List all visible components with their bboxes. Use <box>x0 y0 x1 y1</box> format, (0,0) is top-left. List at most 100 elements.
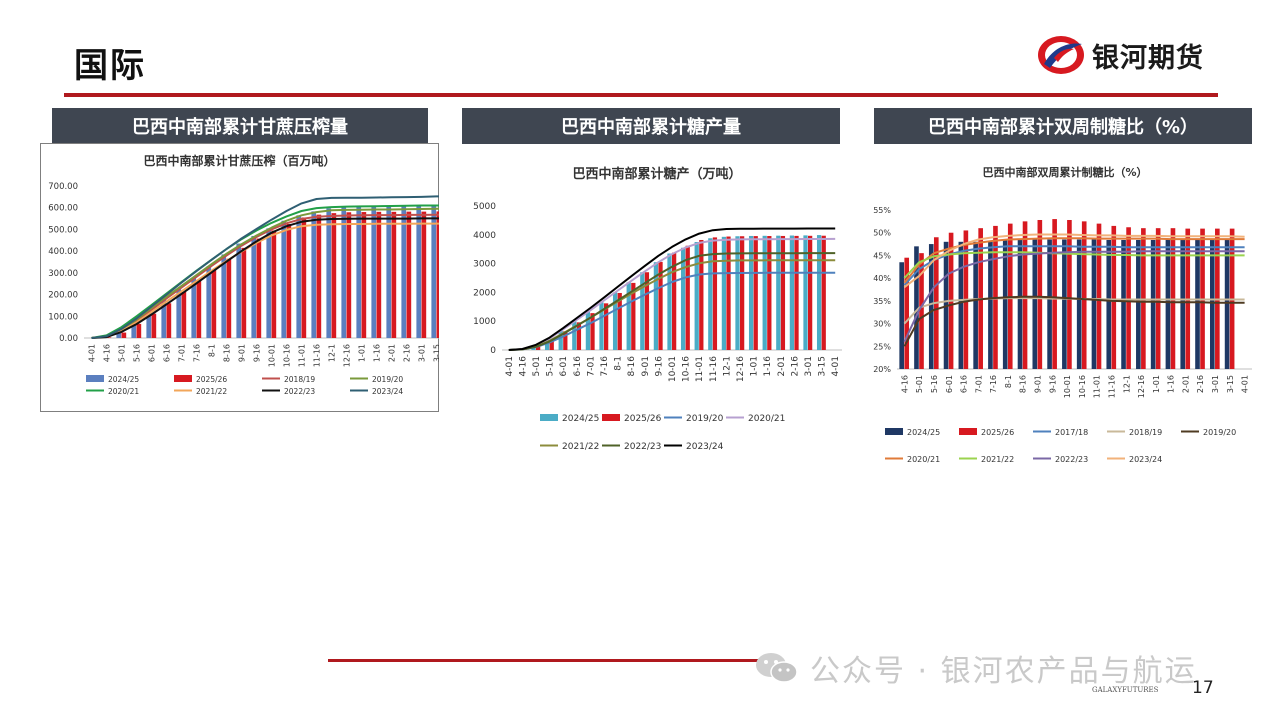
x-tick-label: 3-15 <box>818 356 828 376</box>
y-tick-label: 400.00 <box>48 247 78 257</box>
x-tick-label: 12-16 <box>736 356 746 382</box>
bar-2024-25 <box>721 236 727 350</box>
bar-2024-25 <box>899 262 904 369</box>
legend-label: 2024/25 <box>562 414 599 424</box>
x-tick-label: 2-01 <box>777 356 787 376</box>
x-tick-label: 9-16 <box>1048 375 1057 393</box>
bar-2025-26 <box>794 235 799 350</box>
x-tick-label: 10-16 <box>682 356 692 382</box>
legend-label: 2024/25 <box>108 375 139 384</box>
x-tick-label: 1-16 <box>373 344 382 362</box>
x-tick-label: 8-16 <box>223 344 232 362</box>
brand-logo: 银河期货 <box>1036 33 1204 77</box>
legend-label: 2018/19 <box>1129 428 1162 437</box>
line-2019-20 <box>903 295 1245 347</box>
bar-2024-25 <box>176 289 182 338</box>
x-tick-label: 2-16 <box>1196 375 1205 393</box>
bar-2024-25 <box>281 220 287 338</box>
bar-2024-25 <box>1121 239 1126 369</box>
bar-2024-25 <box>914 246 919 369</box>
bar-2025-26 <box>563 331 568 350</box>
chart-title: 巴西中南部累计甘蔗压榨（百万吨） <box>143 153 335 168</box>
line-2017-18 <box>903 245 1245 286</box>
bar-2024-25 <box>1224 239 1230 369</box>
legend-swatch <box>86 375 104 382</box>
x-tick-label: 4-16 <box>900 375 909 393</box>
bar-2025-26 <box>604 303 609 350</box>
bar-2025-26 <box>151 313 157 338</box>
bar-2025-26 <box>331 213 337 338</box>
x-tick-label: 11-01 <box>1093 375 1102 398</box>
legend-label: 2024/25 <box>907 428 940 437</box>
bar-2024-25 <box>1017 239 1023 369</box>
y-tick-label: 700.00 <box>48 182 78 192</box>
bar-2025-26 <box>121 332 127 338</box>
bar-2025-26 <box>740 236 745 350</box>
watermark-text: 公众号 · 银河农产品与航运 <box>810 654 1197 689</box>
x-tick-label: 12-1 <box>328 344 337 362</box>
bar-2024-25 <box>694 242 699 350</box>
x-tick-label: 10-01 <box>668 356 678 382</box>
legend-swatch <box>885 428 903 435</box>
x-tick-label: 11-16 <box>1107 375 1116 398</box>
x-tick-label: 9-16 <box>654 356 664 377</box>
bar-2025-26 <box>767 236 772 350</box>
legend-label: 2025/26 <box>196 375 227 384</box>
bar-2025-26 <box>436 211 439 338</box>
bar-2025-26 <box>658 261 663 350</box>
x-tick-label: 2-16 <box>790 356 800 377</box>
bar-2025-26 <box>271 230 277 338</box>
bar-2025-26 <box>617 292 622 350</box>
x-tick-label: 3-01 <box>804 356 814 376</box>
x-tick-label: 4-01 <box>88 344 97 362</box>
bar-2025-26 <box>1096 223 1102 369</box>
line-2022-23 <box>91 217 439 339</box>
bar-2024-25 <box>326 208 332 338</box>
bar-2025-26 <box>549 339 554 350</box>
bar-2024-25 <box>572 321 577 350</box>
bar-2025-26 <box>644 272 650 350</box>
bar-2024-25 <box>1091 239 1097 369</box>
x-tick-label: 9-16 <box>253 344 262 362</box>
y-tick-label: 30% <box>873 320 891 329</box>
bar-2025-26 <box>136 323 142 338</box>
bar-2024-25 <box>206 266 212 338</box>
x-tick-label: 1-01 <box>358 344 367 362</box>
x-tick-label: 12-1 <box>1122 375 1131 393</box>
bar-2024-25 <box>1032 239 1038 369</box>
legend-label: 2021/22 <box>562 442 599 452</box>
footer-divider <box>328 659 762 662</box>
y-tick-label: 1000 <box>473 317 496 327</box>
legend-swatch <box>959 428 977 435</box>
x-tick-label: 1-01 <box>1152 375 1161 393</box>
legend-label: 2023/24 <box>372 387 403 396</box>
y-tick-label: 20% <box>873 365 891 374</box>
line-2020-21 <box>903 237 1245 284</box>
bar-2024-25 <box>1062 239 1067 369</box>
bar-2024-25 <box>1180 239 1186 369</box>
bar-2025-26 <box>346 212 352 338</box>
x-tick-label: 5-01 <box>915 375 924 393</box>
bar-2024-25 <box>161 300 167 338</box>
y-tick-label: 600.00 <box>48 204 78 214</box>
page-title: 国际 <box>74 46 146 86</box>
line-2021-22 <box>91 222 439 339</box>
line-2019-20 <box>91 207 439 339</box>
line-2021-22 <box>903 251 1245 279</box>
x-tick-label: 6-01 <box>945 375 954 393</box>
bar-2024-25 <box>816 235 822 350</box>
bar-2024-25 <box>973 241 978 369</box>
x-tick-label: 8-1 <box>614 356 624 371</box>
legend-label: 2021/22 <box>981 455 1014 464</box>
x-tick-label: 3-01 <box>418 344 427 362</box>
page-number: 17 <box>1192 678 1214 698</box>
y-tick-label: 0 <box>490 346 496 356</box>
bar-2024-25 <box>1106 239 1112 369</box>
x-tick-label: 5-16 <box>546 356 556 377</box>
x-tick-label: 7-01 <box>178 344 187 362</box>
line-2020-21 <box>91 204 439 339</box>
x-tick-label: 6-16 <box>573 356 583 377</box>
y-tick-label: 100.00 <box>48 312 78 322</box>
y-tick-label: 55% <box>873 206 891 215</box>
